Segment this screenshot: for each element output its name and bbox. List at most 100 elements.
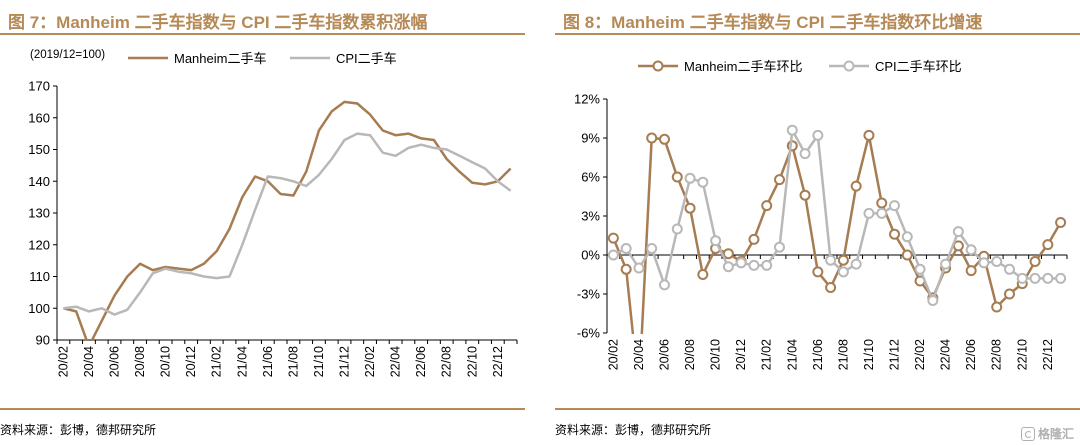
data-point	[825, 282, 837, 293]
x-tick-label: 22/10	[1015, 339, 1029, 370]
data-point	[671, 223, 683, 235]
x-tick-label: 20/10	[709, 339, 723, 370]
data-point	[710, 235, 722, 247]
data-point	[634, 387, 643, 396]
data-point	[786, 124, 798, 136]
x-tick-label: 20/02	[606, 339, 620, 370]
y-tick-label: 110	[29, 269, 50, 284]
data-point	[735, 257, 747, 269]
y-tick-label: 100	[28, 301, 50, 316]
legend-marker	[843, 60, 855, 72]
x-tick-label: 20/02	[56, 346, 70, 377]
legend-label: Manheim二手车	[174, 51, 266, 66]
x-tick-label: 20/12	[734, 339, 748, 370]
y-tick-label: 12%	[574, 92, 600, 107]
series-cpi	[63, 132, 512, 316]
data-point	[1004, 263, 1015, 275]
data-point	[914, 263, 926, 275]
mom-line-chart: -6% -3% 0% 3% 6% 9% 12% 20/02 20/04 20/06 20/08 20/…	[574, 59, 1068, 396]
footer-divider	[555, 408, 1080, 410]
data-point	[722, 261, 734, 273]
data-point	[889, 200, 900, 212]
data-point	[978, 257, 990, 269]
data-point	[1042, 272, 1054, 284]
data-point	[940, 258, 952, 270]
x-tick-label: 20/12	[184, 346, 198, 377]
data-point	[607, 232, 619, 244]
legend-label: CPI二手车环比	[875, 59, 962, 74]
x-tick-label: 21/02	[210, 346, 224, 377]
data-point	[761, 259, 773, 271]
x-tick-label: 21/06	[811, 339, 825, 370]
data-point	[748, 259, 760, 271]
data-point	[722, 248, 734, 260]
data-point	[748, 233, 760, 245]
data-point	[850, 180, 862, 192]
data-point	[927, 295, 939, 306]
data-point	[1055, 272, 1067, 284]
data-point	[1004, 288, 1015, 300]
x-tick-label: 21/10	[312, 346, 326, 377]
x-tick-label: 21/12	[888, 339, 902, 370]
x-tick-label: 22/02	[363, 346, 377, 377]
watermark-text: 格隆汇	[1037, 427, 1074, 441]
y-tick-label: 120	[28, 237, 50, 252]
data-point	[863, 207, 875, 219]
x-tick-label: 21/02	[760, 339, 774, 370]
y-tick-label: 150	[28, 142, 50, 157]
x-tick-label: 21/10	[862, 339, 876, 370]
x-tick-label: 21/12	[338, 346, 352, 377]
data-point	[697, 176, 709, 188]
data-point	[837, 266, 849, 278]
data-point	[901, 249, 913, 261]
data-point	[774, 174, 785, 186]
legend-label: Manheim二手车环比	[684, 59, 802, 74]
x-tick-label: 20/04	[632, 339, 646, 370]
data-point	[952, 226, 964, 238]
x-tick-label: 20/06	[108, 346, 122, 377]
watermark: 格隆汇	[1020, 425, 1074, 442]
series-line	[63, 132, 512, 316]
data-point	[901, 231, 913, 243]
data-point	[965, 244, 977, 256]
x-tick-label: 22/12	[491, 346, 505, 377]
unit-note: (2019/12=100)	[30, 49, 105, 61]
x-tick-label: 22/10	[465, 346, 479, 377]
x-tick-label: 21/04	[235, 346, 249, 377]
series-manheim	[607, 129, 1067, 396]
x-tick-label: 22/06	[414, 346, 428, 377]
data-point	[646, 243, 658, 254]
y-tick-label: 130	[28, 206, 50, 221]
x-tick-label: 21/06	[261, 346, 275, 377]
data-point	[620, 243, 632, 254]
data-point	[812, 129, 824, 141]
x-tick-label: 21/08	[836, 339, 850, 370]
x-tick-label: 21/08	[286, 346, 300, 377]
data-point	[671, 171, 683, 183]
data-point	[761, 200, 773, 212]
y-tick-label: 9%	[581, 131, 600, 146]
chart-panel-mom: 图 8：Manheim 二手车指数与 CPI 二手车指数环比增速 -6% -3% 0…	[555, 0, 1080, 446]
data-point	[774, 241, 785, 253]
data-point	[646, 132, 658, 144]
data-point	[607, 249, 619, 261]
data-point	[812, 266, 824, 278]
data-point	[684, 172, 696, 184]
chart-title: 图 8：Manheim 二手车指数与 CPI 二手车指数环比增速	[563, 13, 983, 32]
title-divider	[0, 33, 525, 35]
chart-title: 图 7：Manheim 二手车指数与 CPI 二手车指数累积涨幅	[8, 13, 428, 32]
data-point	[633, 262, 645, 274]
y-tick-label: 170	[28, 79, 50, 94]
footer-divider	[0, 408, 525, 410]
title-divider	[555, 33, 1080, 35]
data-point	[850, 258, 862, 270]
data-point	[1016, 272, 1028, 284]
y-tick-label: 90	[36, 333, 50, 348]
data-point	[837, 254, 849, 266]
x-tick-label: 20/04	[82, 346, 96, 377]
x-tick-label: 20/10	[159, 346, 173, 377]
data-point	[799, 148, 811, 160]
data-point	[1055, 217, 1067, 228]
data-point	[965, 265, 977, 277]
y-tick-label: -3%	[577, 287, 601, 302]
